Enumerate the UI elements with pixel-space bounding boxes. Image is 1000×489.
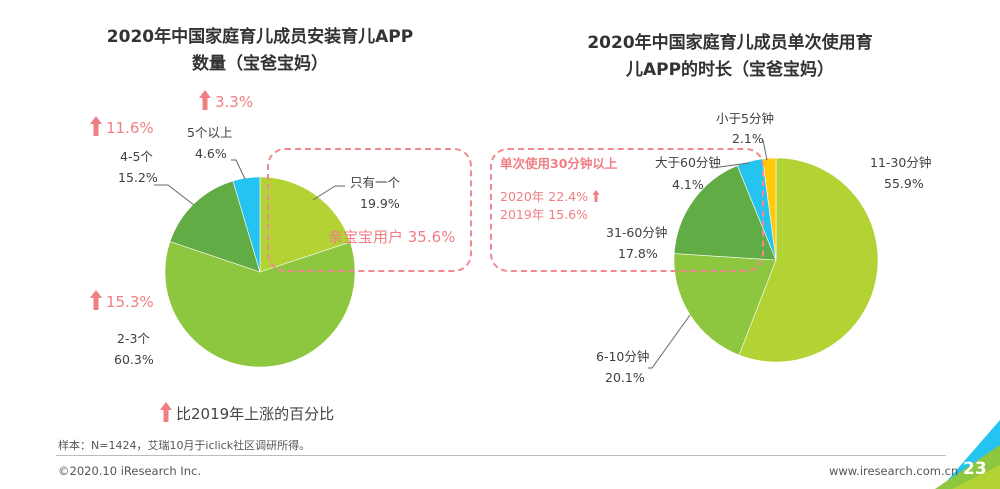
change-five: 3.3% <box>199 90 253 111</box>
label-one-pct: 19.9% <box>360 196 400 211</box>
pie-slice-2-3个 <box>164 241 356 368</box>
label-four5-pct: 15.2% <box>118 170 158 185</box>
label-five-name: 5个以上 <box>187 125 233 140</box>
pie-slice-4-5个 <box>169 180 261 273</box>
left-chart-title: 2020年中国家庭育儿成员安装育儿APP 数量（宝爸宝妈） <box>60 24 460 78</box>
label-four5-name: 4-5个 <box>120 149 153 164</box>
up-arrow-icon <box>160 402 172 422</box>
up-arrow-icon <box>90 290 102 310</box>
up-arrow-icon <box>90 116 102 136</box>
label-two3-pct: 60.3% <box>114 352 154 367</box>
leader-line-five <box>231 159 246 180</box>
right-box-2020: 2020年 22.4% <box>500 186 600 205</box>
legend-note-text: 比2019年上涨的百分比 <box>176 405 335 423</box>
left-highlight-text: 亲宝宝用户 35.6% <box>328 228 456 246</box>
change-two3: 15.3% <box>90 290 154 311</box>
label-610-name: 6-10分钟 <box>596 349 650 364</box>
label-3160-name: 31-60分钟 <box>606 225 668 240</box>
page-number: 23 <box>963 459 987 479</box>
sample-note: 样本：N=1424，艾瑞10月于iclick社区调研所得。 <box>58 439 311 452</box>
label-1130-name: 11-30分钟 <box>870 155 932 170</box>
corner-decoration-lime <box>952 465 1000 489</box>
legend-note: 比2019年上涨的百分比 <box>160 402 334 424</box>
pie-slice-5个以上 <box>232 176 261 273</box>
pie-slice-11-30分钟 <box>738 157 879 363</box>
left-highlight-box <box>267 148 472 272</box>
footer-divider <box>56 455 946 456</box>
left-title-line2: 数量（宝爸宝妈） <box>192 54 328 74</box>
change-four5-value: 11.6% <box>106 119 154 137</box>
change-four5: 11.6% <box>90 116 154 137</box>
website-link[interactable]: www.iresearch.com.cn <box>829 464 959 478</box>
left-pie <box>164 176 356 368</box>
pie-slice-只有一个 <box>259 176 351 273</box>
left-title-line1: 2020年中国家庭育儿成员安装育儿APP <box>106 27 414 47</box>
leader-line-four5 <box>154 184 195 206</box>
pie-slice-31-60分钟 <box>673 165 777 261</box>
label-five-pct: 4.6% <box>195 146 227 161</box>
right-highlight-box <box>490 148 764 272</box>
right-title-line2: 儿APP的时长（宝爸宝妈） <box>625 60 835 80</box>
right-pie <box>673 157 879 363</box>
right-box-2019: 2019年 15.6% <box>500 207 588 222</box>
label-610-pct: 20.1% <box>605 370 645 385</box>
label-1130-pct: 55.9% <box>884 176 924 191</box>
leader-line-610 <box>648 314 691 369</box>
label-lt5-pct: 2.1% <box>732 131 764 146</box>
up-arrow-icon <box>199 90 211 110</box>
right-chart-title: 2020年中国家庭育儿成员单次使用育 儿APP的时长（宝爸宝妈） <box>545 30 915 84</box>
label-3160-pct: 17.8% <box>618 246 658 261</box>
leader-line-gt60 <box>711 162 750 169</box>
label-gt60-pct: 4.1% <box>672 177 704 192</box>
label-gt60-name: 大于60分钟 <box>655 155 721 170</box>
label-two3-name: 2-3个 <box>117 331 150 346</box>
copyright: ©2020.10 iResearch Inc. <box>58 464 201 478</box>
leader-lines <box>154 139 768 369</box>
label-one-name: 只有一个 <box>350 175 401 190</box>
leader-line-one <box>312 185 345 201</box>
label-lt5-name: 小于5分钟 <box>716 111 774 126</box>
leader-line-lt5 <box>762 139 768 161</box>
right-box-heading: 单次使用30分钟以上 <box>500 156 618 171</box>
right-box-2020-text: 2020年 22.4% <box>500 189 588 204</box>
change-five-value: 3.3% <box>215 93 254 111</box>
change-two3-value: 15.3% <box>106 293 154 311</box>
up-arrow-icon <box>592 190 600 202</box>
right-title-line1: 2020年中国家庭育儿成员单次使用育 <box>587 33 873 53</box>
pie-slice-6-10分钟 <box>673 253 777 356</box>
